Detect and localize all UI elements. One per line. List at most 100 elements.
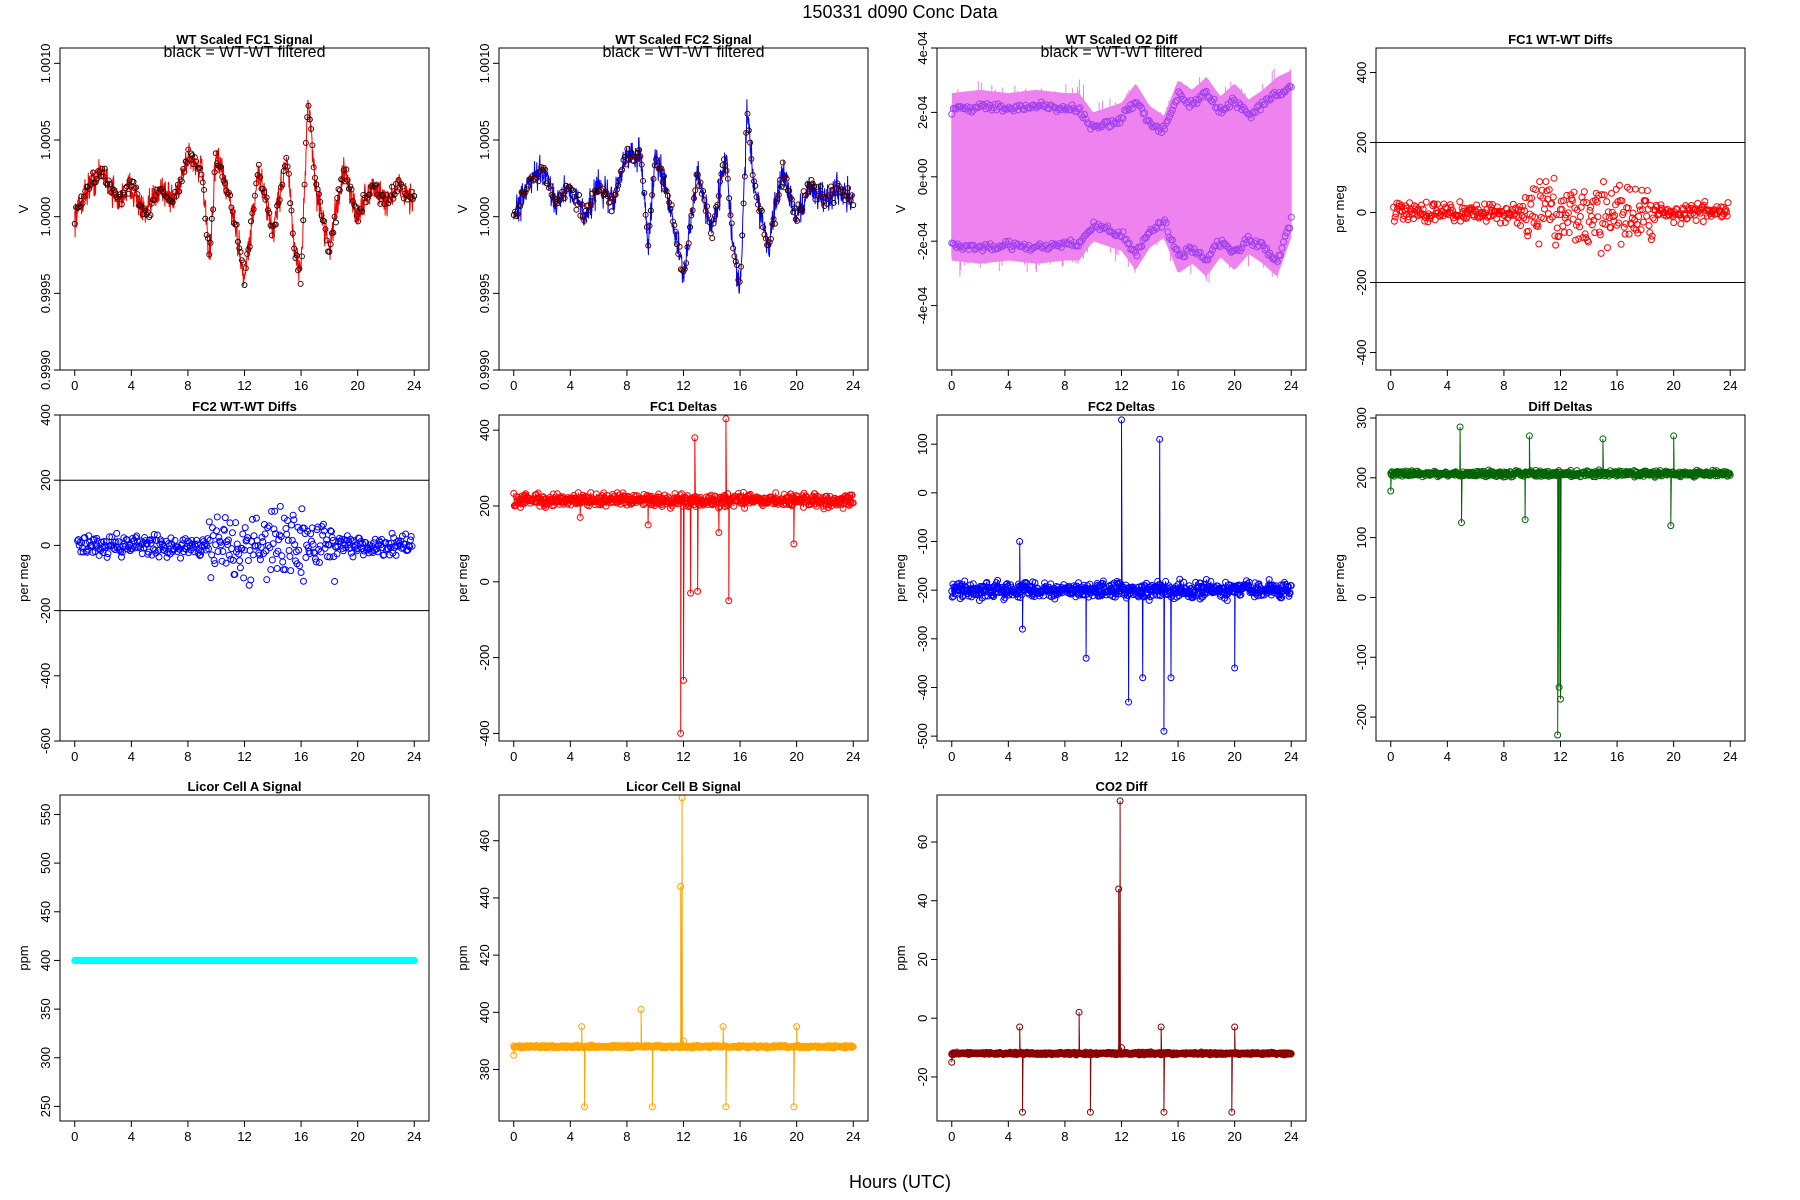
data-point — [1524, 232, 1532, 240]
data-point — [105, 177, 112, 184]
data-point — [1551, 232, 1559, 240]
data-point — [219, 173, 226, 180]
y-tick-label: 100 — [915, 433, 930, 455]
data-point — [150, 530, 158, 538]
data-point — [261, 189, 268, 196]
data-point — [275, 200, 282, 207]
y-tick-label: 300 — [1354, 407, 1369, 429]
data-point — [625, 155, 632, 162]
y-tick-label: 0 — [477, 578, 492, 585]
data-point — [297, 280, 304, 287]
data-point — [718, 170, 725, 177]
data-point — [93, 534, 101, 542]
data-point — [1267, 95, 1275, 103]
data-point — [1190, 245, 1198, 253]
data-point — [264, 524, 272, 532]
data-point — [1598, 191, 1606, 199]
x-tick-label: 24 — [407, 749, 421, 764]
y-tick-label: -100 — [1354, 644, 1369, 670]
data-point — [576, 513, 584, 521]
data-point — [817, 183, 824, 190]
data-point — [1621, 230, 1629, 238]
data-point — [595, 188, 602, 195]
data-point — [724, 175, 731, 182]
data-point — [217, 163, 224, 170]
data-point — [1140, 592, 1148, 600]
data-point — [1199, 89, 1207, 97]
data-point — [100, 173, 107, 180]
data-point — [395, 176, 402, 183]
data-point — [259, 185, 266, 192]
data-point — [725, 597, 733, 605]
data-point — [268, 556, 276, 564]
y-tick-label: 2e-04 — [915, 96, 930, 129]
data-point — [837, 188, 844, 195]
x-tick-label: 12 — [1114, 749, 1128, 764]
data-point — [399, 183, 406, 190]
data-point — [123, 183, 130, 190]
data-point — [1266, 96, 1274, 104]
figure-title: 150331 d090 Conc Data — [802, 2, 998, 22]
data-point — [808, 176, 815, 183]
data-point — [1263, 589, 1271, 597]
data-point — [242, 265, 249, 272]
data-point — [1692, 216, 1700, 224]
data-point — [711, 213, 718, 220]
data-point — [1565, 229, 1573, 237]
data-point — [824, 200, 831, 207]
data-point — [349, 198, 356, 205]
panel-subtitle: black = WT-WT filtered — [603, 44, 765, 61]
data-point — [276, 531, 284, 539]
data-point — [1099, 580, 1107, 588]
data-point — [619, 166, 626, 173]
y-tick-label: 0 — [1354, 209, 1369, 216]
data-point — [1145, 596, 1153, 604]
data-point — [692, 187, 699, 194]
data-point — [403, 547, 411, 555]
plot-area — [948, 416, 1295, 735]
data-point — [1235, 245, 1243, 253]
data-point — [1596, 228, 1604, 236]
data-point — [295, 562, 303, 570]
data-point — [1286, 224, 1294, 232]
data-point — [288, 207, 295, 214]
data-point — [1231, 664, 1239, 672]
x-tick-label: 0 — [71, 378, 78, 393]
data-point — [133, 184, 140, 191]
data-point — [301, 181, 308, 188]
x-tick-label: 16 — [294, 378, 308, 393]
data-point — [1237, 591, 1245, 599]
data-point — [637, 153, 644, 160]
data-point — [1643, 212, 1651, 220]
panel-p4: FC1 WT-WT Diffs 0 4 8 12 16 20 24 -400 -200 0 200 40… — [1332, 32, 1746, 393]
data-point — [308, 125, 315, 132]
data-point — [514, 210, 521, 217]
data-point — [210, 556, 218, 564]
data-point — [336, 187, 343, 194]
data-point — [249, 210, 256, 217]
x-tick-label: 8 — [184, 378, 191, 393]
data-point — [1594, 213, 1602, 221]
data-point — [1223, 597, 1231, 605]
data-point — [1580, 198, 1588, 206]
data-point — [143, 540, 151, 548]
data-point — [1722, 208, 1730, 216]
data-point — [1119, 228, 1127, 236]
data-point — [1132, 591, 1140, 599]
data-point — [1521, 516, 1529, 524]
x-tick-label: 24 — [846, 378, 860, 393]
data-point — [1192, 249, 1200, 257]
data-point — [374, 548, 382, 556]
y-tick-label: 100 — [1354, 527, 1369, 549]
data-point — [1645, 221, 1653, 229]
data-point — [330, 229, 337, 236]
data-point — [1422, 198, 1430, 206]
data-point — [352, 203, 359, 210]
data-point — [720, 156, 727, 163]
data-point — [1550, 174, 1558, 182]
data-point — [1167, 109, 1175, 117]
data-point — [1607, 224, 1615, 232]
x-tick-label: 4 — [567, 749, 574, 764]
data-point — [268, 232, 275, 239]
series-line — [513, 418, 854, 734]
